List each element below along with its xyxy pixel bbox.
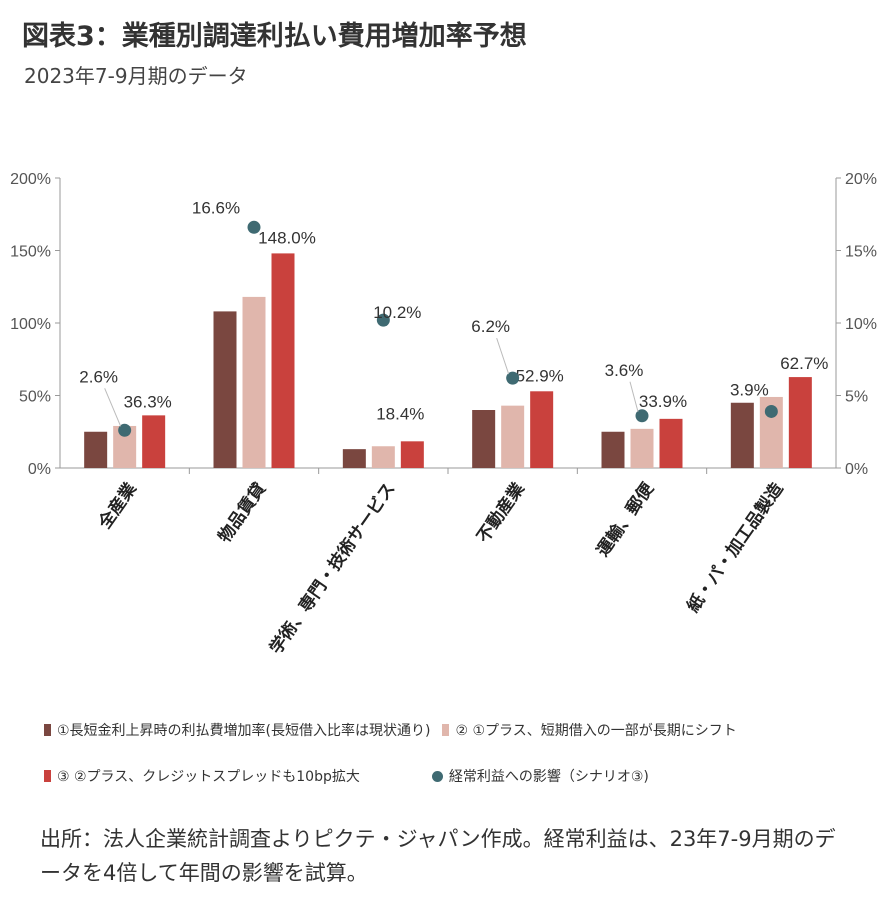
legend-item-s2: ② ①プラス、短期借入の一部が長期にシフト bbox=[442, 720, 737, 740]
dot-s4-0 bbox=[118, 423, 132, 437]
data-label-s3-2: 18.4% bbox=[376, 404, 424, 423]
legend-swatch-s2 bbox=[442, 724, 450, 736]
bar-s3-1 bbox=[271, 253, 295, 468]
legend-swatch-s1 bbox=[44, 724, 51, 736]
data-label-s3-4: 33.9% bbox=[639, 392, 687, 411]
bar-s1-2 bbox=[342, 449, 366, 468]
left-tick-label: 50% bbox=[19, 389, 51, 406]
legend-dot-s4 bbox=[431, 770, 443, 782]
page-subtitle: 2023年7-9月期のデータ bbox=[24, 64, 248, 88]
data-label-s3-5: 62.7% bbox=[780, 354, 828, 373]
bar-s1-4 bbox=[601, 431, 625, 468]
data-label-s3-0: 36.3% bbox=[124, 392, 172, 411]
legend-row-2: ③ ②プラス、クレジットスプレッドも10bp拡大 経常利益への影響（シナリオ③) bbox=[44, 766, 661, 786]
dot-s4-4 bbox=[635, 409, 649, 423]
data-label-s4-5: 3.9% bbox=[730, 380, 769, 399]
page-title: 図表3：業種別調達利払い費用増加率予想 bbox=[22, 21, 527, 52]
category-label-1: 物品賃貸 bbox=[214, 479, 270, 547]
bar-s3-2 bbox=[400, 441, 424, 468]
bar-s2-1 bbox=[242, 296, 266, 468]
bar-s1-0 bbox=[84, 431, 108, 468]
bar-s2-0 bbox=[113, 425, 137, 468]
legend-row-1: ①長短金利上昇時の利払費増加率(長短借入比率は現状通り) ② ①プラス、短期借入… bbox=[44, 720, 749, 740]
legend-label-s3: ③ ②プラス、クレジットスプレッドも10bp拡大 bbox=[57, 769, 360, 785]
leader-line-s4-0 bbox=[104, 388, 122, 427]
left-tick-label: 100% bbox=[10, 316, 51, 333]
bar-s1-3 bbox=[472, 410, 496, 468]
left-tick-label: 0% bbox=[28, 461, 51, 478]
left-tick-label: 150% bbox=[10, 244, 51, 261]
right-tick-label: 0% bbox=[845, 461, 868, 478]
bar-chart: 0% 50% 100% 150% 200% 0% 5% 10% 15% 20% 36.3% 2.6% 全… bbox=[10, 171, 877, 658]
legend-label-s2: ② ①プラス、短期借入の一部が長期にシフト bbox=[455, 723, 737, 739]
data-label-s3-1: 148.0% bbox=[258, 228, 316, 247]
right-tick-label: 5% bbox=[845, 389, 868, 406]
category-label-0: 全産業 bbox=[94, 479, 141, 534]
bar-s1-1 bbox=[213, 311, 237, 468]
source-note: 出所：法人企業統計調査よりピクテ・ジャパン作成。経常利益は、23年7-9月期のデ… bbox=[40, 827, 836, 885]
legend-swatch-s3 bbox=[44, 770, 51, 782]
bar-s3-3 bbox=[530, 391, 554, 468]
category-label-4: 運輸、郵便 bbox=[592, 478, 659, 560]
dot-s4-5 bbox=[764, 404, 778, 418]
data-label-s3-3: 52.9% bbox=[516, 366, 564, 385]
right-tick-label: 15% bbox=[845, 244, 877, 261]
bar-s3-0 bbox=[142, 415, 166, 468]
bar-s2-2 bbox=[371, 446, 395, 468]
leader-line-s4-4 bbox=[629, 381, 639, 412]
category-label-2: 学術、専門・技術サービス bbox=[265, 479, 399, 658]
bar-s3-5 bbox=[788, 377, 812, 468]
right-tick-label: 10% bbox=[845, 316, 877, 333]
leader-line-s4-3 bbox=[496, 337, 510, 375]
category-label-3: 不動産業 bbox=[473, 479, 529, 547]
bar-s1-5 bbox=[730, 402, 754, 468]
data-label-s4-0: 2.6% bbox=[79, 367, 118, 386]
legend-item-s4: 経常利益への影響（シナリオ③) bbox=[431, 766, 649, 786]
data-label-s4-2: 10.2% bbox=[373, 303, 421, 322]
legend-label-s1: ①長短金利上昇時の利払費増加率(長短借入比率は現状通り) bbox=[57, 723, 431, 739]
legend-item-s1: ①長短金利上昇時の利払費増加率(長短借入比率は現状通り) bbox=[44, 720, 430, 740]
data-label-s4-4: 3.6% bbox=[605, 361, 644, 380]
dot-s4-3 bbox=[506, 371, 520, 385]
left-tick-label: 200% bbox=[10, 171, 51, 188]
legend-item-s3: ③ ②プラス、クレジットスプレッドも10bp拡大 bbox=[44, 766, 360, 786]
bar-s3-4 bbox=[659, 418, 683, 468]
right-tick-label: 20% bbox=[845, 171, 877, 188]
dot-s4-2 bbox=[376, 313, 390, 327]
data-label-s4-3: 6.2% bbox=[471, 317, 510, 336]
bar-s2-5 bbox=[759, 396, 783, 468]
dot-s4-1 bbox=[247, 220, 261, 234]
bar-s2-4 bbox=[630, 428, 654, 468]
category-label-5: 紙・パ・加工品製造 bbox=[682, 478, 788, 616]
data-label-s4-1: 16.6% bbox=[192, 198, 240, 217]
legend-label-s4: 経常利益への影響（シナリオ③) bbox=[448, 769, 649, 785]
bar-s2-3 bbox=[501, 405, 525, 468]
